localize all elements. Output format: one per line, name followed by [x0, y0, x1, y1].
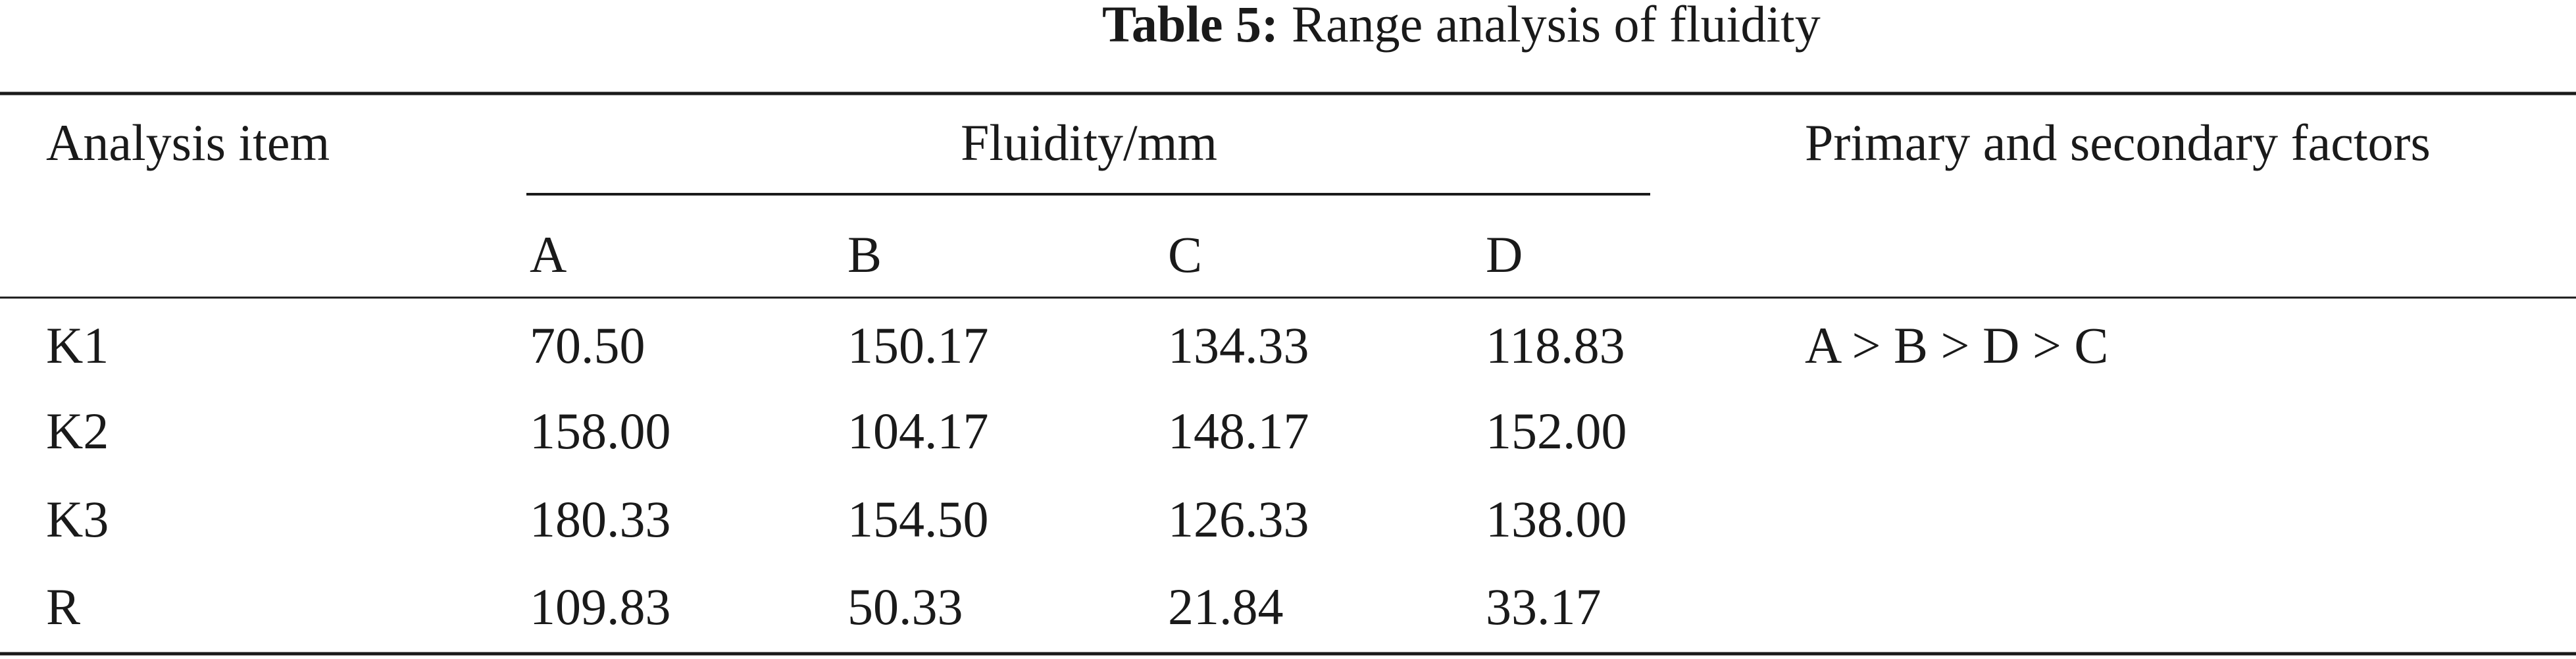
cell: R: [46, 578, 80, 635]
cell: 126.33: [1168, 490, 1309, 548]
cell: 150.17: [847, 317, 989, 374]
cell: 21.84: [1168, 578, 1284, 635]
cell: 148.17: [1168, 402, 1309, 460]
cell: 104.17: [847, 402, 989, 460]
header-group: Fluidity/mm: [961, 114, 1217, 171]
cell: K1: [46, 317, 109, 374]
cell: 154.50: [847, 490, 989, 548]
column-header: D: [1486, 226, 1523, 283]
cell: 118.83: [1486, 317, 1625, 374]
cell: 33.17: [1486, 578, 1602, 635]
cell: 134.33: [1168, 317, 1309, 374]
column-header: C: [1168, 226, 1202, 283]
cell: 50.33: [847, 578, 963, 635]
caption-text: Range analysis of fluidity: [1292, 0, 1821, 53]
caption-label: Table 5:: [1102, 0, 1278, 53]
cell: 152.00: [1486, 402, 1627, 460]
cell: K3: [46, 490, 109, 548]
cell: K2: [46, 402, 109, 460]
cell: 138.00: [1486, 490, 1627, 548]
header-item: Analysis item: [46, 114, 330, 171]
cell: 109.83: [530, 578, 671, 635]
cell: A > B > D > C: [1805, 317, 2108, 374]
cell: 158.00: [530, 402, 671, 460]
header-factors: Primary and secondary factors: [1805, 114, 2431, 171]
column-header: B: [847, 226, 882, 283]
cell: 180.33: [530, 490, 671, 548]
cell: 70.50: [530, 317, 645, 374]
column-header: A: [530, 226, 567, 283]
